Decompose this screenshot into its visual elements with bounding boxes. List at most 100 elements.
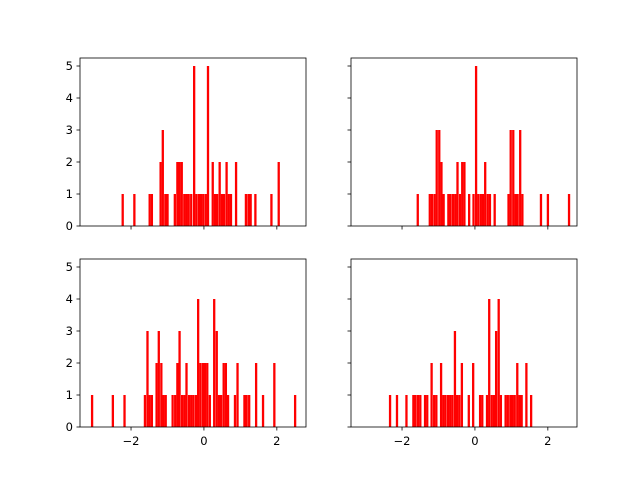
- histogram-bar: [472, 363, 475, 427]
- histogram-bar: [449, 395, 452, 427]
- y-tick-label: 2: [66, 356, 73, 370]
- histogram-bar: [178, 331, 181, 427]
- histogram-bar: [454, 194, 457, 226]
- histogram-bar: [509, 130, 512, 226]
- histogram-bar: [222, 194, 226, 226]
- histogram-bar: [224, 363, 228, 427]
- x-tick-label: −2: [123, 434, 140, 448]
- histogram-bar: [447, 194, 450, 226]
- histogram-bar: [506, 395, 509, 427]
- histogram-bar: [440, 162, 443, 226]
- histogram-bar: [203, 363, 207, 427]
- histogram-bar: [504, 395, 507, 427]
- histogram-bar: [217, 395, 221, 427]
- histogram-bar: [254, 363, 258, 427]
- histogram-bar: [204, 194, 207, 226]
- histogram-bar: [444, 395, 447, 427]
- histogram-bar: [442, 194, 445, 226]
- y-tick-label: 3: [66, 324, 73, 338]
- histogram-bar: [484, 162, 487, 226]
- histogram-bar: [164, 395, 167, 427]
- histogram-bar: [442, 395, 445, 427]
- histogram-bar: [199, 194, 203, 226]
- histogram-bar: [512, 130, 515, 226]
- histogram-bar: [520, 395, 523, 427]
- histogram-bar: [166, 194, 169, 226]
- axes-frame: [350, 57, 578, 227]
- histogram-bar: [213, 194, 217, 226]
- histogram-bar: [146, 331, 149, 427]
- histogram-bar: [293, 395, 297, 427]
- histogram-bar: [388, 395, 392, 427]
- histogram-bar: [164, 194, 167, 226]
- x-tick-label: 0: [200, 434, 207, 448]
- histogram-bar: [507, 194, 510, 226]
- histogram-bar: [185, 363, 188, 427]
- histogram-bar: [243, 395, 246, 427]
- histogram-bar: [277, 162, 280, 226]
- histogram-bar: [222, 363, 225, 427]
- histogram-bar: [111, 395, 115, 427]
- histogram-bar: [197, 299, 200, 427]
- y-tick-label: 2: [66, 155, 73, 169]
- histogram-bar: [148, 395, 151, 427]
- histogram-bar: [206, 363, 209, 427]
- histogram-bar: [412, 395, 415, 427]
- histogram-bar: [438, 130, 441, 226]
- histogram-bar: [201, 363, 205, 427]
- histogram-bar: [435, 130, 438, 226]
- histogram-bar: [248, 395, 251, 427]
- histogram-bar: [405, 395, 408, 427]
- y-tick-label: 1: [66, 187, 73, 201]
- histogram-bar: [423, 395, 427, 427]
- x-tick-label: −2: [394, 434, 411, 448]
- histogram-bar: [567, 194, 571, 226]
- histogram-bar: [174, 395, 177, 427]
- histogram-bar: [451, 395, 454, 427]
- histogram-bar: [529, 395, 533, 427]
- histogram-bar: [472, 194, 475, 226]
- histogram-bar: [513, 395, 516, 427]
- histogram-bar: [430, 363, 433, 427]
- histogram-bar: [173, 194, 176, 226]
- histogram-bar: [123, 395, 126, 427]
- histogram-bar: [176, 162, 179, 226]
- histogram-bar: [143, 395, 147, 427]
- histogram-bar: [416, 395, 420, 427]
- histogram-bar: [192, 395, 195, 427]
- histogram-bar: [150, 395, 154, 427]
- histogram-bar: [474, 66, 478, 226]
- histogram-bar: [171, 395, 174, 427]
- histogram-bar: [183, 395, 186, 427]
- histogram-bar: [499, 395, 503, 427]
- histogram-bar: [395, 395, 399, 427]
- histogram-bar: [155, 363, 158, 427]
- histogram-bar: [461, 162, 464, 226]
- histogram-bar: [160, 363, 163, 427]
- histogram-bar: [180, 162, 183, 226]
- histogram-bar: [213, 299, 216, 427]
- histogram-bar: [458, 194, 462, 226]
- histogram-bar: [488, 194, 492, 226]
- y-tick-label: 3: [66, 123, 73, 137]
- x-tick-label: 2: [544, 434, 551, 448]
- histogram-bar: [215, 331, 218, 427]
- histogram-bar: [488, 299, 491, 427]
- histogram-bar: [236, 363, 239, 427]
- x-tick-label: 0: [471, 434, 478, 448]
- histogram-bar: [234, 162, 238, 226]
- histogram-bar: [486, 194, 489, 226]
- histogram-bar: [516, 194, 519, 226]
- histogram-bar: [208, 395, 211, 427]
- histogram-bar: [215, 194, 219, 226]
- histogram-bar: [456, 162, 459, 226]
- histogram-bar: [176, 363, 179, 427]
- histogram-bar: [446, 395, 450, 427]
- y-tick-label: 4: [66, 91, 73, 105]
- histogram-bar: [187, 395, 191, 427]
- histogram-bar: [190, 395, 193, 427]
- histogram-bar: [539, 194, 543, 226]
- histogram-bar: [497, 299, 500, 427]
